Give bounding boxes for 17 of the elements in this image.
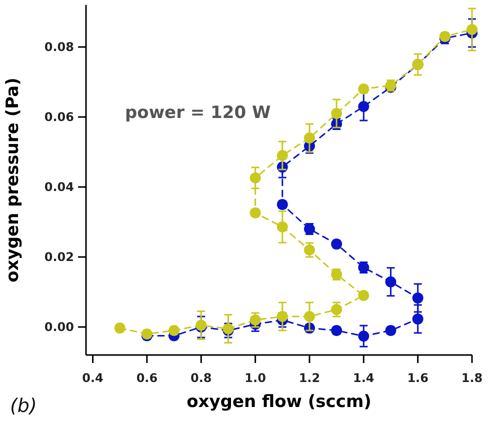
x-tick-label: 1.2 [298, 371, 320, 385]
x-tick-label: 1.8 [461, 371, 483, 385]
x-axis-title: oxygen flow (sccm) [186, 392, 372, 412]
text: (b) [10, 395, 37, 417]
y-tick-label: 0.08 [44, 40, 74, 54]
x-tick-label: 1.4 [353, 371, 374, 385]
x-tick-label: 1.0 [244, 371, 266, 385]
x-tick-label: 1.6 [407, 371, 428, 385]
x-tick-label: 0.4 [82, 371, 104, 385]
x-tick-label: 0.8 [190, 371, 212, 385]
y-tick-label: 0.00 [44, 320, 74, 334]
y-tick-label: 0.04 [44, 180, 74, 194]
y-tick-label: 0.02 [44, 250, 74, 264]
y-tick-label: 0.06 [44, 110, 74, 124]
annotation: power = 120 W [125, 103, 271, 123]
x-tick-label: 0.6 [136, 371, 158, 385]
y-axis-title: oxygen pressure (Pa) [3, 78, 23, 282]
